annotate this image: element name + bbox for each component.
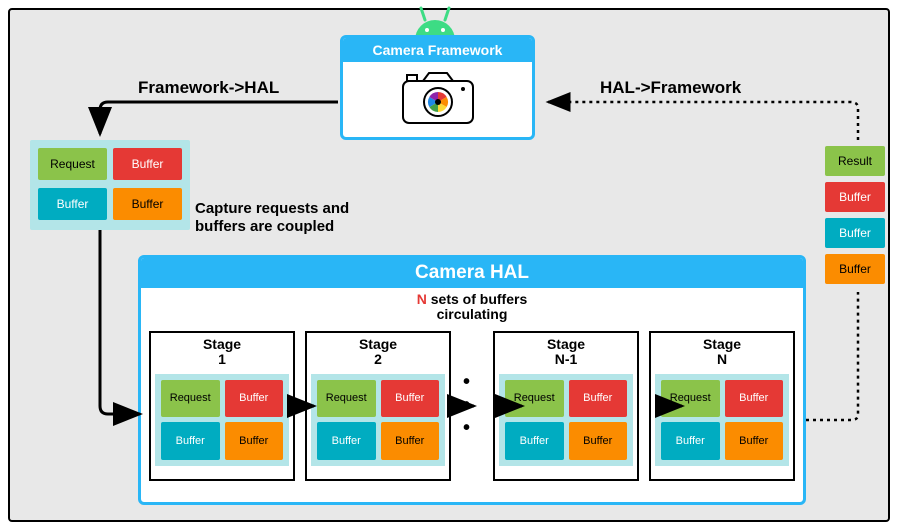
coupled-request-block: Request Buffer Buffer Buffer <box>30 140 190 230</box>
hal-subtitle: N sets of buffers circulating <box>141 288 803 331</box>
stage-n: StageN Request Buffer Buffer Buffer <box>649 331 795 481</box>
stage-title: StageN-1 <box>547 337 585 368</box>
hal-sub-rest: sets of buffers <box>427 291 527 307</box>
buffer-chip-orange: Buffer <box>113 188 182 220</box>
stage-title: Stage2 <box>359 337 397 368</box>
request-chip: Request <box>161 380 220 418</box>
ellipsis: • • • <box>461 371 483 440</box>
result-chip: Result <box>825 146 885 176</box>
camera-hal-box: Camera HAL N sets of buffers circulating… <box>138 255 806 505</box>
buffer-chip-red: Buffer <box>825 182 885 212</box>
request-chip: Request <box>317 380 376 418</box>
buffer-chip-teal: Buffer <box>317 422 376 460</box>
buffer-chip-orange: Buffer <box>569 422 628 460</box>
request-chip: Request <box>661 380 720 418</box>
framework-title: Camera Framework <box>343 38 532 62</box>
buffer-chip-orange: Buffer <box>381 422 440 460</box>
request-chip: Request <box>505 380 564 418</box>
buffer-chip-orange: Buffer <box>725 422 784 460</box>
buffer-chip-teal: Buffer <box>825 218 885 248</box>
coupled-caption-line2: buffers are coupled <box>195 218 334 235</box>
hal-sub-N: N <box>417 291 427 307</box>
stage-title: StageN <box>703 337 741 368</box>
hal-sub-line2: circulating <box>437 306 508 322</box>
label-framework-to-hal: Framework->HAL <box>138 78 279 98</box>
result-stack: Result Buffer Buffer Buffer <box>825 146 885 284</box>
request-chip: Request <box>38 148 107 180</box>
stage-grid: Request Buffer Buffer Buffer <box>155 374 289 466</box>
stage-1: Stage1 Request Buffer Buffer Buffer <box>149 331 295 481</box>
buffer-chip-orange: Buffer <box>225 422 284 460</box>
buffer-chip-teal: Buffer <box>661 422 720 460</box>
buffer-chip-red: Buffer <box>381 380 440 418</box>
coupled-caption: Capture requests and buffers are coupled <box>195 200 395 236</box>
stage-n-1: StageN-1 Request Buffer Buffer Buffer <box>493 331 639 481</box>
stage-title: Stage1 <box>203 337 241 368</box>
hal-title: Camera HAL <box>141 258 803 288</box>
camera-icon <box>343 62 532 134</box>
camera-framework-box: Camera Framework <box>340 35 535 140</box>
stage-grid: Request Buffer Buffer Buffer <box>655 374 789 466</box>
buffer-chip-red: Buffer <box>113 148 182 180</box>
stage-grid: Request Buffer Buffer Buffer <box>311 374 445 466</box>
android-icon <box>405 0 465 40</box>
buffer-chip-teal: Buffer <box>38 188 107 220</box>
stage-2: Stage2 Request Buffer Buffer Buffer <box>305 331 451 481</box>
diagram-canvas: Camera Framework Framework->HA <box>8 8 890 522</box>
buffer-chip-red: Buffer <box>225 380 284 418</box>
stage-grid: Request Buffer Buffer Buffer <box>499 374 633 466</box>
buffer-chip-red: Buffer <box>725 380 784 418</box>
buffer-chip-teal: Buffer <box>505 422 564 460</box>
stages-row: Stage1 Request Buffer Buffer Buffer Stag… <box>141 331 803 481</box>
buffer-chip-teal: Buffer <box>161 422 220 460</box>
buffer-chip-red: Buffer <box>569 380 628 418</box>
buffer-chip-orange: Buffer <box>825 254 885 284</box>
label-hal-to-framework: HAL->Framework <box>600 78 741 98</box>
coupled-caption-line1: Capture requests and <box>195 200 349 217</box>
